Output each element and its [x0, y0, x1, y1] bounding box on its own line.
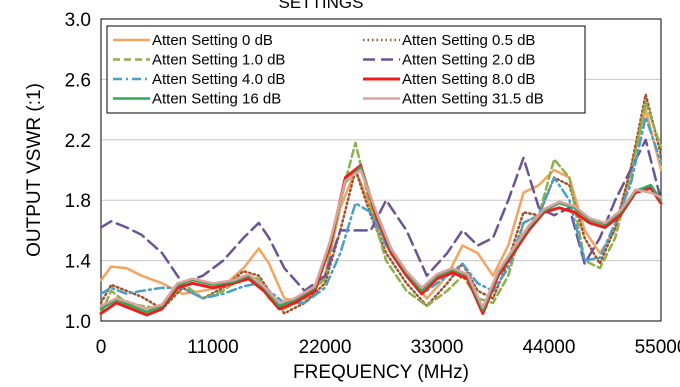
- series-line-4: [99, 115, 663, 305]
- y-tick-label: 2.2: [65, 131, 91, 152]
- x-tick-label: 44000: [523, 337, 576, 358]
- chart-title: SETTINGS: [278, 0, 363, 12]
- legend-label: Atten Setting 2.0 dB: [402, 52, 535, 69]
- legend-label: Atten Setting 31.5 dB: [402, 91, 544, 108]
- x-tick-labels: 0 11000 22000 33000 44000 55000: [96, 337, 680, 358]
- legend-label: Atten Setting 1.0 dB: [152, 52, 285, 69]
- x-tick-label: 33000: [411, 337, 464, 358]
- series-layer: [99, 93, 663, 317]
- y-tick-label: 1.8: [65, 191, 91, 212]
- series-line-5: [99, 164, 663, 317]
- x-tick-label: 55000: [635, 337, 680, 358]
- y-tick-label: 3.0: [65, 10, 91, 31]
- series-line-7: [99, 168, 663, 311]
- y-tick-label: 1.0: [65, 312, 91, 333]
- legend-label: Atten Setting 0 dB: [152, 32, 273, 49]
- y-axis-title: OUTPUT VSWR (:1): [24, 83, 45, 257]
- legend-box: [106, 25, 586, 114]
- legend-label: Atten Setting 16 dB: [152, 91, 281, 108]
- legend: Atten Setting 0 dB Atten Setting 0.5 dB At…: [106, 25, 586, 114]
- series-line-0: [99, 108, 663, 305]
- legend-label: Atten Setting 8.0 dB: [402, 71, 535, 88]
- y-tick-label: 2.6: [65, 70, 91, 91]
- x-tick-label: 22000: [299, 337, 352, 358]
- x-axis-title: FREQUENCY (MHz): [293, 362, 469, 383]
- x-tick-label: 0: [96, 337, 107, 358]
- legend-label: Atten Setting 4.0 dB: [152, 71, 285, 88]
- y-tick-label: 1.4: [65, 252, 92, 273]
- series-line-3: [99, 138, 663, 293]
- x-tick-label: 11000: [187, 337, 238, 358]
- legend-label: Atten Setting 0.5 dB: [402, 32, 535, 49]
- y-tick-labels: 1.0 1.4 1.8 2.2 2.6 3.0: [65, 10, 92, 333]
